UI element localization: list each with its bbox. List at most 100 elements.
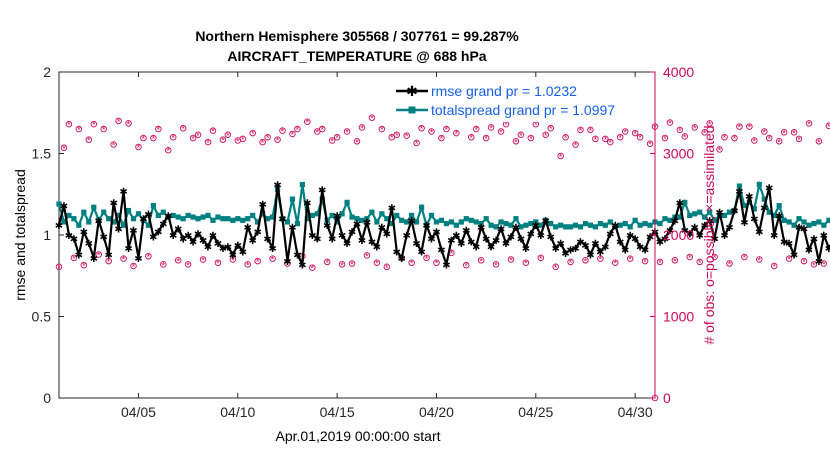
obs-assimilated-point: * <box>544 131 548 141</box>
obs-assimilated-point: * <box>673 256 677 266</box>
totalspread-point <box>399 218 404 223</box>
rmse-point: ✱ <box>477 223 485 234</box>
rmse-point: ✱ <box>124 244 132 255</box>
obs-assimilated-point: * <box>465 261 469 271</box>
obs-assimilated-point: * <box>524 259 528 269</box>
obs-assimilated-point: * <box>186 260 190 270</box>
rmse-point: ✱ <box>492 236 500 247</box>
totalspread-point <box>86 219 91 224</box>
totalspread-point <box>200 214 205 219</box>
totalspread-point <box>131 216 136 221</box>
y-tick-label-right: 1000 <box>663 309 694 325</box>
rmse-point: ✱ <box>641 246 649 257</box>
obs-assimilated-point: * <box>216 259 220 269</box>
totalspread-point <box>225 216 230 221</box>
obs-assimilated-point: * <box>410 259 414 269</box>
y-tick-label-right: 3000 <box>663 146 694 162</box>
totalspread-point <box>245 216 250 221</box>
obs-assimilated-point: * <box>325 258 329 268</box>
rmse-point: ✱ <box>288 223 296 234</box>
totalspread-point <box>692 211 697 216</box>
totalspread-point <box>826 218 830 223</box>
obs-assimilated-point: * <box>772 262 776 272</box>
x-tick-label: 04/10 <box>220 404 255 420</box>
obs-assimilated-point: * <box>147 252 151 262</box>
obs-assimilated-point: * <box>385 263 389 273</box>
obs-assimilated-point: * <box>191 134 195 144</box>
rmse-point: ✱ <box>785 239 793 250</box>
totalspread-point <box>573 223 578 228</box>
totalspread-point <box>553 224 558 229</box>
obs-assimilated-point: * <box>797 135 801 145</box>
totalspread-point <box>235 216 240 221</box>
rmse-point: ✱ <box>402 231 410 242</box>
obs-assimilated-point: * <box>57 263 61 273</box>
obs-assimilated-point: * <box>241 135 245 145</box>
totalspread-point <box>230 218 235 223</box>
rmse-point: ✱ <box>735 187 743 198</box>
obs-assimilated-point: * <box>623 127 627 137</box>
obs-assimilated-point: * <box>181 124 185 134</box>
rmse-point: ✱ <box>129 226 137 237</box>
obs-assimilated-point: * <box>539 254 543 264</box>
obs-assimilated-point: * <box>167 146 171 156</box>
obs-assimilated-point: * <box>92 120 96 130</box>
totalspread-point <box>489 223 494 228</box>
legend-spread-label: totalspread grand pr = 1.0997 <box>431 102 615 118</box>
rmse-point: ✱ <box>119 187 127 198</box>
totalspread-point <box>434 219 439 224</box>
rmse-point: ✱ <box>60 202 68 213</box>
rmse-point: ✱ <box>417 247 425 258</box>
totalspread-point <box>215 214 220 219</box>
y-tick-label-left: 0 <box>43 390 51 406</box>
obs-assimilated-point: * <box>489 123 493 133</box>
obs-assimilated-point: * <box>306 118 310 128</box>
totalspread-point <box>459 219 464 224</box>
rmse-point: ✱ <box>383 229 391 240</box>
obs-assimilated-point: * <box>152 134 156 144</box>
obs-assimilated-point: * <box>648 140 652 150</box>
obs-assimilated-point: * <box>405 132 409 142</box>
totalspread-point <box>71 216 76 221</box>
totalspread-point <box>603 223 608 228</box>
rmse-point: ✱ <box>363 218 371 229</box>
totalspread-point <box>568 224 573 229</box>
totalspread-point <box>657 221 662 226</box>
obs-assimilated-point: * <box>112 141 116 151</box>
totalspread-point <box>484 216 489 221</box>
legend-rmse-label: rmse grand pr = 1.0232 <box>431 83 577 99</box>
totalspread-point <box>588 223 593 228</box>
legend-rmse-marker: ✱ <box>406 83 418 99</box>
obs-assimilated-point: * <box>445 125 449 135</box>
rmse-point: ✱ <box>507 233 515 244</box>
obs-assimilated-point: * <box>221 136 225 146</box>
x-tick-label: 04/20 <box>419 404 454 420</box>
x-tick-label: 04/05 <box>121 404 156 420</box>
rmse-point: ✱ <box>109 198 117 209</box>
obs-assimilated-point: * <box>142 134 146 144</box>
totalspread-point <box>186 213 191 218</box>
obs-assimilated-point: * <box>579 126 583 136</box>
rmse-point: ✱ <box>333 211 341 222</box>
obs-assimilated-point: * <box>474 125 478 135</box>
obs-assimilated-point: * <box>201 255 205 265</box>
rmse-point: ✱ <box>204 242 212 253</box>
totalspread-point <box>151 203 156 208</box>
obs-assimilated-point: * <box>296 125 300 135</box>
obs-assimilated-point: * <box>514 137 518 147</box>
totalspread-point <box>419 205 424 210</box>
obs-assimilated-point: * <box>678 126 682 136</box>
obs-assimilated-point: * <box>777 137 781 147</box>
rmse-point: ✱ <box>542 216 550 227</box>
rmse-point: ✱ <box>75 251 83 262</box>
rmse-point: ✱ <box>457 239 465 250</box>
totalspread-point <box>220 216 225 221</box>
totalspread-point <box>777 203 782 208</box>
rmse-point: ✱ <box>472 242 480 253</box>
rmse-point: ✱ <box>388 203 396 214</box>
y-tick-label-left: 1.5 <box>32 146 52 162</box>
totalspread-point <box>454 223 459 228</box>
obs-assimilated-point: * <box>807 119 811 129</box>
rmse-point: ✱ <box>104 251 112 262</box>
totalspread-point <box>176 214 181 219</box>
